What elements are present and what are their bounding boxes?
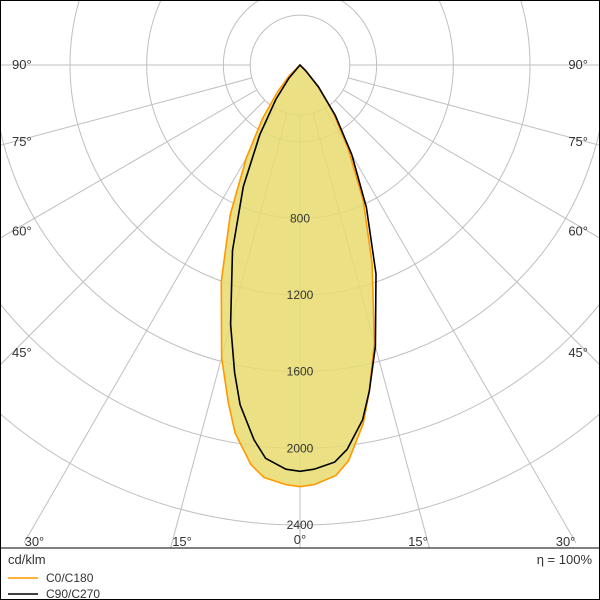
angle-label-right: 45°: [568, 345, 588, 360]
curve-c0-c180: [221, 65, 374, 487]
angle-label-right: 75°: [568, 134, 588, 149]
unit-label: cd/klm: [8, 552, 46, 567]
angle-label-right: 30°: [556, 534, 576, 549]
angle-label-left: 30°: [25, 534, 45, 549]
angle-label-left: 45°: [12, 345, 32, 360]
ring-label: 1200: [287, 288, 314, 302]
ring-label: 2400: [287, 518, 314, 532]
legend-label: C0/C180: [46, 571, 94, 585]
angle-label-right: 60°: [568, 223, 588, 238]
ring-label: 1600: [287, 365, 314, 379]
angle-label-left: 60°: [12, 223, 32, 238]
angle-label-right: 15°: [408, 534, 428, 549]
polar-photometric-chart: 800 1200 1600 2000 2400 90° 75° 60° 45° 30° 15° 90°…: [0, 0, 600, 600]
ring-label: 800: [290, 211, 310, 225]
ring-label: 2000: [287, 441, 314, 455]
legend-label: C90/C270: [46, 587, 100, 600]
angle-label-left: 15°: [172, 534, 192, 549]
angle-label-zero: 0°: [294, 532, 306, 547]
angle-label-right: 90°: [568, 57, 588, 72]
efficiency-label: η = 100%: [537, 552, 593, 567]
angle-label-left: 75°: [12, 134, 32, 149]
angle-label-left: 90°: [12, 57, 32, 72]
curves: [221, 65, 376, 487]
